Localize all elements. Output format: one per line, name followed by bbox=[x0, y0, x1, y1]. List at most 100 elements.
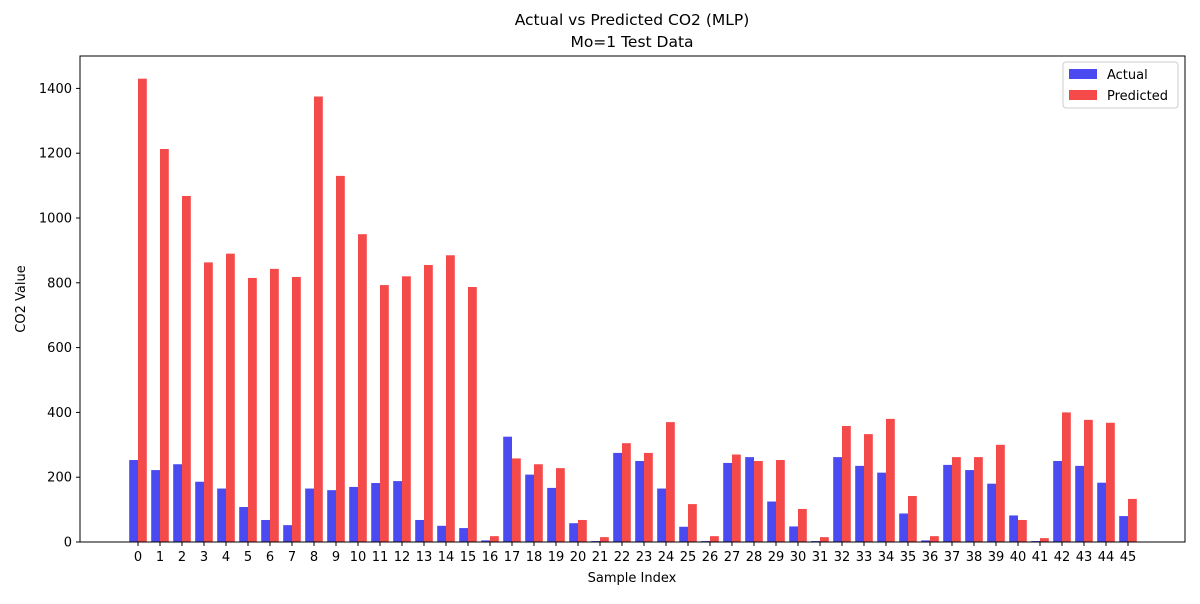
x-tick-label-45: 45 bbox=[1120, 550, 1137, 565]
x-tick-label-37: 37 bbox=[944, 550, 961, 565]
bar-actual-1 bbox=[151, 470, 160, 542]
legend-swatch-actual bbox=[1069, 69, 1097, 79]
x-tick-label-8: 8 bbox=[310, 550, 318, 565]
bar-actual-2 bbox=[173, 464, 182, 542]
legend-swatch-predicted bbox=[1069, 90, 1097, 100]
x-tick-label-29: 29 bbox=[768, 550, 785, 565]
bar-predicted-12 bbox=[402, 276, 411, 542]
bar-actual-17 bbox=[503, 436, 512, 542]
bar-predicted-15 bbox=[468, 287, 477, 542]
bar-predicted-39 bbox=[996, 444, 1005, 542]
x-tick-label-15: 15 bbox=[460, 550, 477, 565]
x-tick-label-26: 26 bbox=[702, 550, 719, 565]
y-tick-label-0: 0 bbox=[64, 536, 72, 551]
legend-label-predicted: Predicted bbox=[1107, 89, 1168, 104]
bar-predicted-0 bbox=[138, 78, 147, 543]
bar-actual-4 bbox=[217, 488, 226, 542]
x-tick-label-24: 24 bbox=[658, 550, 675, 565]
bar-actual-27 bbox=[723, 462, 732, 542]
x-tick-label-44: 44 bbox=[1098, 550, 1115, 565]
bar-predicted-4 bbox=[226, 253, 235, 542]
bar-predicted-6 bbox=[270, 268, 279, 542]
bar-actual-9 bbox=[327, 490, 336, 542]
x-tick-label-39: 39 bbox=[988, 550, 1005, 565]
bar-actual-10 bbox=[349, 486, 358, 542]
x-tick-label-27: 27 bbox=[724, 550, 741, 565]
x-tick-label-12: 12 bbox=[394, 550, 411, 565]
bar-predicted-21 bbox=[600, 537, 609, 542]
x-tick-label-32: 32 bbox=[834, 550, 851, 565]
bar-actual-39 bbox=[987, 483, 996, 542]
x-tick-label-2: 2 bbox=[178, 550, 186, 565]
bar-predicted-28 bbox=[754, 461, 763, 542]
x-tick-label-5: 5 bbox=[244, 550, 252, 565]
bar-actual-33 bbox=[855, 465, 864, 542]
y-tick-label-400: 400 bbox=[47, 406, 72, 421]
y-tick-label-200: 200 bbox=[47, 471, 72, 486]
bar-actual-25 bbox=[679, 526, 688, 542]
bar-predicted-41 bbox=[1040, 538, 1049, 542]
bar-actual-24 bbox=[657, 488, 666, 542]
bar-actual-44 bbox=[1097, 482, 1106, 542]
chart-title: Actual vs Predicted CO2 (MLP) bbox=[515, 11, 750, 29]
bar-predicted-45 bbox=[1128, 498, 1137, 542]
y-tick-label-1000: 1000 bbox=[39, 212, 72, 227]
bar-actual-5 bbox=[239, 507, 248, 542]
y-tick-label-1400: 1400 bbox=[39, 82, 72, 97]
bar-actual-7 bbox=[283, 525, 292, 542]
bar-predicted-19 bbox=[556, 468, 565, 542]
bar-predicted-5 bbox=[248, 277, 257, 542]
bar-actual-11 bbox=[371, 483, 380, 542]
legend: Actual Predicted bbox=[1062, 61, 1179, 109]
x-tick-label-0: 0 bbox=[134, 550, 142, 565]
bar-predicted-44 bbox=[1106, 422, 1115, 542]
bar-actual-8 bbox=[305, 488, 314, 542]
bar-predicted-17 bbox=[512, 458, 521, 542]
bar-predicted-33 bbox=[864, 434, 873, 542]
bar-actual-23 bbox=[635, 461, 644, 542]
bar-predicted-40 bbox=[1018, 519, 1027, 542]
bar-predicted-30 bbox=[798, 508, 807, 542]
bar-actual-28 bbox=[745, 457, 754, 542]
bar-actual-3 bbox=[195, 481, 204, 542]
x-tick-label-4: 4 bbox=[222, 550, 230, 565]
bar-actual-14 bbox=[437, 525, 446, 542]
bar-actual-29 bbox=[767, 501, 776, 542]
bar-actual-20 bbox=[569, 523, 578, 542]
x-tick-label-36: 36 bbox=[922, 550, 939, 565]
x-tick-label-28: 28 bbox=[746, 550, 763, 565]
bar-actual-16 bbox=[481, 540, 490, 542]
x-axis-label: Sample Index bbox=[588, 571, 677, 586]
bar-actual-34 bbox=[877, 472, 886, 542]
bar-predicted-23 bbox=[644, 452, 653, 542]
bar-actual-38 bbox=[965, 470, 974, 542]
bar-predicted-38 bbox=[974, 457, 983, 542]
x-tick-label-10: 10 bbox=[350, 550, 367, 565]
bar-predicted-16 bbox=[490, 536, 499, 542]
bar-predicted-13 bbox=[424, 264, 433, 542]
x-tick-label-11: 11 bbox=[372, 550, 389, 565]
x-tick-label-23: 23 bbox=[636, 550, 653, 565]
bar-predicted-9 bbox=[336, 175, 345, 542]
bar-predicted-2 bbox=[182, 195, 191, 542]
axes-layer bbox=[79, 55, 1186, 543]
bar-actual-18 bbox=[525, 474, 534, 542]
bar-predicted-24 bbox=[666, 422, 675, 542]
x-tick-label-17: 17 bbox=[504, 550, 521, 565]
x-tick-label-6: 6 bbox=[266, 550, 274, 565]
bars-layer bbox=[129, 78, 1137, 543]
bar-actual-12 bbox=[393, 481, 402, 542]
bar-predicted-22 bbox=[622, 443, 631, 542]
bar-predicted-8 bbox=[314, 96, 323, 542]
x-tick-label-21: 21 bbox=[592, 550, 609, 565]
bar-actual-45 bbox=[1119, 516, 1128, 542]
plot-frame bbox=[79, 55, 1186, 543]
chart-subtitle: Mo=1 Test Data bbox=[570, 33, 693, 51]
bar-actual-43 bbox=[1075, 465, 1084, 542]
x-tick-label-16: 16 bbox=[482, 550, 499, 565]
y-tick-label-600: 600 bbox=[47, 341, 72, 356]
bar-predicted-29 bbox=[776, 460, 785, 542]
legend-label-actual: Actual bbox=[1107, 68, 1148, 83]
